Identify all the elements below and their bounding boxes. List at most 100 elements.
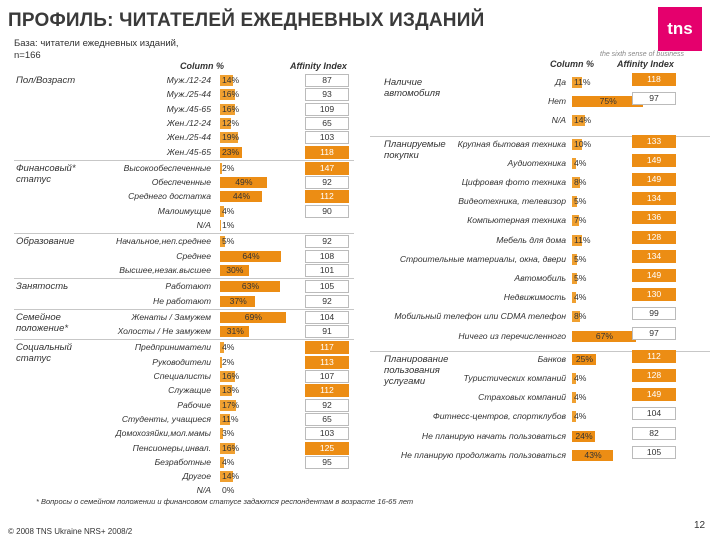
affinity-box: 107	[305, 370, 349, 383]
value-label: 49%	[235, 177, 253, 188]
affinity-box: 149	[632, 388, 676, 402]
affinity-box: 133	[632, 134, 676, 148]
value-label: 5%	[222, 236, 235, 247]
row-label: Ничего из перечисленного	[458, 330, 566, 341]
value-label: 25%	[575, 353, 594, 364]
value-bar	[572, 373, 576, 384]
value-bar	[220, 117, 232, 129]
value-bar	[220, 311, 286, 323]
row-label: Муж./45-65	[166, 103, 211, 114]
value-label: 4%	[574, 292, 587, 303]
value-label: 14%	[222, 75, 240, 85]
value-label: 10%	[574, 138, 592, 149]
row-label: Специалисты	[153, 371, 212, 381]
value-label: 11%	[222, 413, 239, 424]
value-bar	[220, 428, 223, 440]
value-bar	[220, 220, 221, 231]
value-bar	[220, 162, 222, 174]
value-label: 0%	[222, 485, 235, 496]
value-label: 13%	[222, 385, 240, 396]
value-label: 14%	[574, 115, 592, 126]
value-bar	[220, 326, 250, 338]
row-label: Другое	[182, 471, 211, 482]
logo-tagline: the sixth sense of business	[600, 51, 685, 58]
group-separator	[14, 278, 354, 280]
affinity-box: 87	[305, 74, 349, 87]
value-label: 37%	[229, 295, 247, 306]
value-label: 69%	[244, 311, 262, 322]
row-label: Строительные материалы, окна, двери	[399, 253, 566, 264]
value-label: 1%	[222, 220, 235, 230]
affinity-box: 136	[632, 211, 676, 225]
value-bar	[572, 253, 577, 265]
value-bar	[572, 292, 576, 304]
affinity-box: 82	[632, 426, 676, 440]
value-bar	[220, 413, 231, 425]
affinity-box: 130	[632, 288, 676, 302]
base-line-1: База: читатели ежедневных изданий,	[14, 38, 179, 49]
left-affinity-header: Affinity Index	[290, 61, 347, 71]
affinity-box: 128	[632, 369, 676, 382]
value-bar	[220, 342, 224, 354]
row-label: Муж./12-24	[166, 75, 211, 85]
value-label: 4%	[222, 342, 235, 353]
value-bar	[572, 430, 595, 442]
row-label: Предприниматели	[134, 342, 211, 353]
tns-logo: tns	[658, 7, 702, 51]
value-label: 4%	[222, 456, 235, 467]
row-label: Руководители	[152, 356, 211, 367]
group-separator	[370, 350, 710, 352]
affinity-box: 65	[305, 116, 349, 130]
value-label: 5%	[574, 273, 587, 283]
value-label: 4%	[574, 392, 587, 403]
affinity-box: 149	[632, 173, 676, 186]
affinity-box: 95	[305, 455, 349, 469]
left-column-header: Column %	[180, 61, 224, 71]
value-bar	[572, 138, 582, 150]
row-label: Рабочие	[177, 399, 211, 410]
affinity-box: 128	[632, 230, 676, 244]
affinity-box: 99	[632, 307, 676, 321]
value-label: 5%	[574, 196, 587, 207]
affinity-box: 93	[305, 88, 349, 102]
value-label: 11%	[574, 234, 591, 245]
value-label: 11%	[574, 77, 591, 87]
row-label: N/A	[551, 115, 566, 126]
row-label: Компьютерная техника	[467, 215, 566, 226]
affinity-box: 134	[632, 192, 676, 206]
group-label: Занятость	[16, 281, 69, 293]
group-separator	[14, 159, 354, 161]
row-label: Работают	[165, 281, 211, 292]
row-label: Туристических компаний	[463, 373, 566, 383]
value-bar	[220, 250, 281, 262]
value-label: 4%	[574, 411, 587, 422]
value-label: 7%	[574, 215, 587, 226]
value-label: 17%	[222, 399, 240, 410]
value-bar	[220, 442, 236, 454]
base-line-2: n=166	[14, 50, 41, 61]
value-label: 4%	[574, 373, 587, 383]
value-bar	[572, 77, 583, 88]
value-bar	[220, 146, 242, 158]
group-separator	[14, 308, 354, 310]
value-bar	[220, 132, 239, 144]
group-separator	[370, 135, 710, 137]
value-label: 44%	[232, 191, 251, 202]
value-bar	[220, 89, 236, 101]
value-bar	[572, 234, 583, 246]
row-label: Банков	[537, 353, 566, 364]
value-label: 23%	[222, 146, 240, 157]
value-label: 16%	[222, 371, 240, 381]
value-label: 4%	[222, 205, 235, 216]
value-label: 67%	[595, 330, 614, 341]
row-label: Начальное,неп.среднее	[115, 236, 211, 247]
row-label: Среднее	[176, 250, 211, 261]
affinity-box: 65	[305, 412, 349, 426]
affinity-box: 92	[305, 235, 349, 249]
value-label: 43%	[584, 449, 602, 460]
affinity-box: 91	[305, 325, 349, 339]
affinity-box: 149	[632, 269, 676, 282]
value-label: 16%	[222, 442, 240, 453]
value-bar	[220, 399, 237, 411]
affinity-box: 149	[632, 153, 676, 167]
